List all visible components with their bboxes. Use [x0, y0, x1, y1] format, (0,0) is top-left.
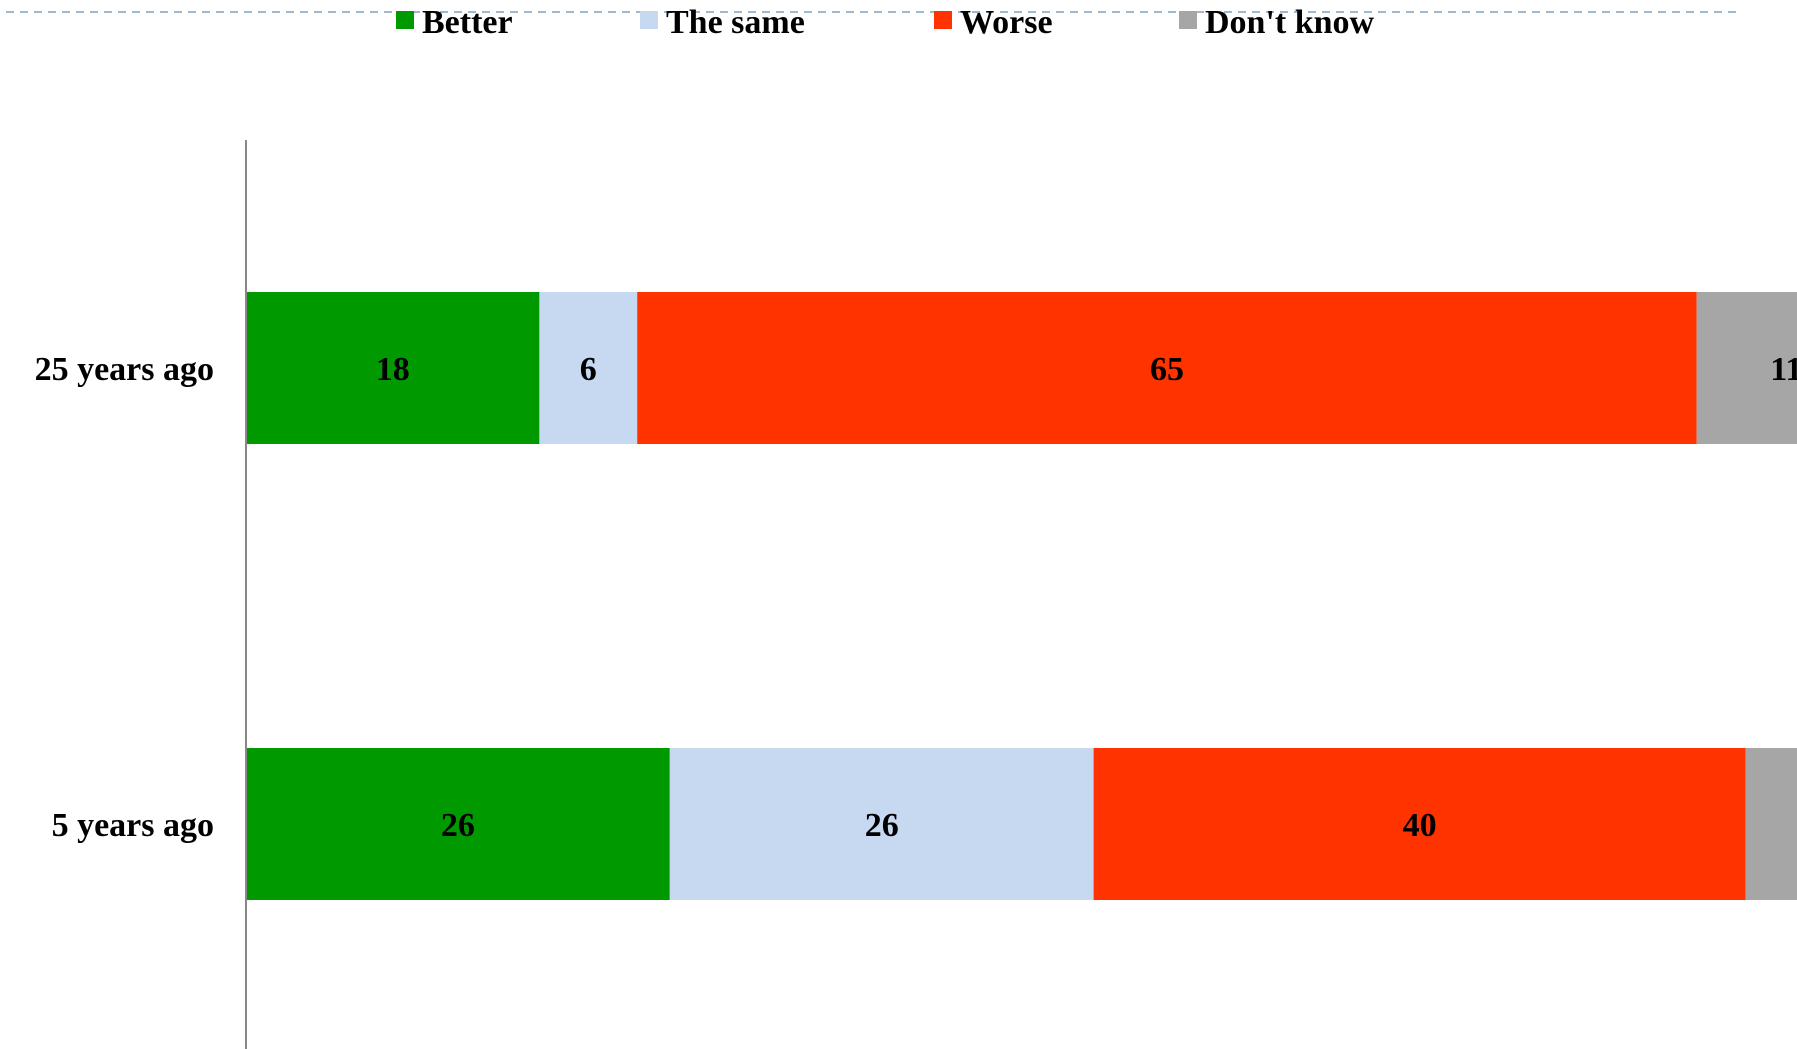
data-label-25-years-ago-better: 18 — [376, 351, 410, 388]
legend-label-don-t-know: Don't know — [1205, 4, 1375, 41]
legend: Better The same Worse Don't know — [396, 4, 1375, 41]
legend-label-the-same: The same — [666, 4, 805, 41]
bar-segment-25-years-ago-worse — [637, 292, 1697, 444]
legend-swatch-worse — [934, 11, 952, 29]
legend-swatch-don-t-know — [1179, 11, 1197, 29]
data-label-5-years-ago-worse: 40 — [1403, 807, 1437, 844]
category-label-5-years-ago: 5 years ago — [52, 807, 214, 844]
bar-segment-5-years-ago-don-t-know — [1745, 748, 1797, 900]
data-label-25-years-ago-don-t-know: 11 — [1770, 351, 1797, 388]
bar-segment-5-years-ago-the-same — [669, 748, 1094, 900]
legend-label-worse: Worse — [960, 4, 1053, 41]
legend-label-better: Better — [422, 4, 513, 41]
data-label-5-years-ago-better: 26 — [441, 807, 475, 844]
bar-segment-25-years-ago-better — [246, 292, 540, 444]
category-label-25-years-ago: 25 years ago — [35, 351, 214, 388]
bar-segment-5-years-ago-worse — [1093, 748, 1746, 900]
bar-segment-5-years-ago-better — [246, 748, 670, 900]
data-label-25-years-ago-worse: 65 — [1150, 351, 1184, 388]
bar-segment-25-years-ago-the-same — [539, 292, 638, 444]
legend-swatch-the-same — [640, 11, 658, 29]
data-label-5-years-ago-the-same: 26 — [865, 807, 899, 844]
legend-swatch-better — [396, 11, 414, 29]
bar-segment-25-years-ago-don-t-know — [1696, 292, 1797, 444]
data-label-25-years-ago-the-same: 6 — [580, 351, 597, 388]
